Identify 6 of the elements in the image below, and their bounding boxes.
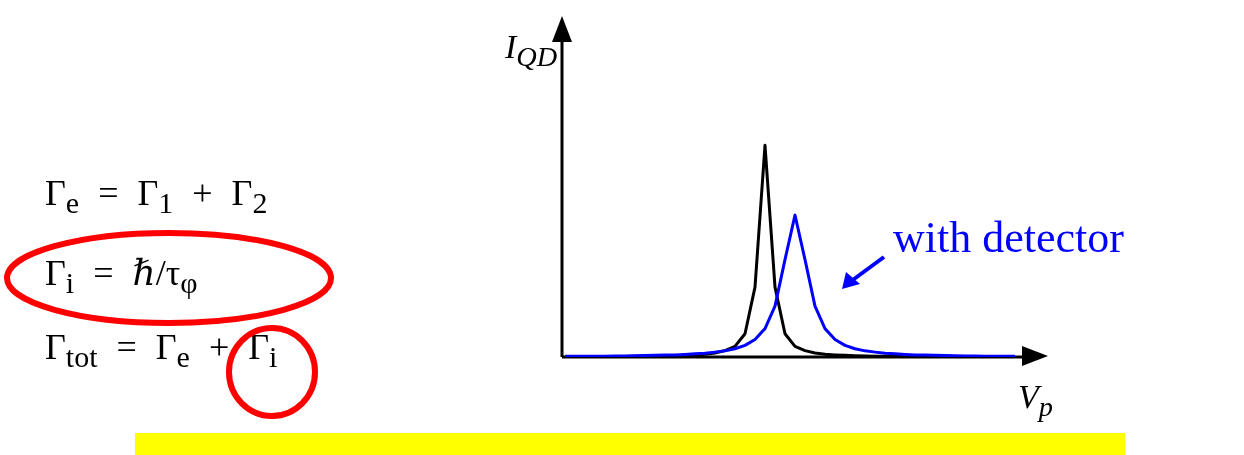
x-axis-title: V$_{p}$ [1018, 378, 1053, 423]
y-axis-title: I$_{QD}$ [505, 28, 558, 73]
text: Γ$_{tot}$ = Γ$_{e}$ + Γ$_{i}$ [45, 326, 278, 375]
text: Γ$_{i}$ = ℏ/τ$_{φ}$ [45, 252, 198, 301]
text: Γ$_{e}$ = Γ$_{1}$ + Γ$_{2}$ [45, 172, 268, 221]
annotation: with detector [893, 212, 1124, 263]
